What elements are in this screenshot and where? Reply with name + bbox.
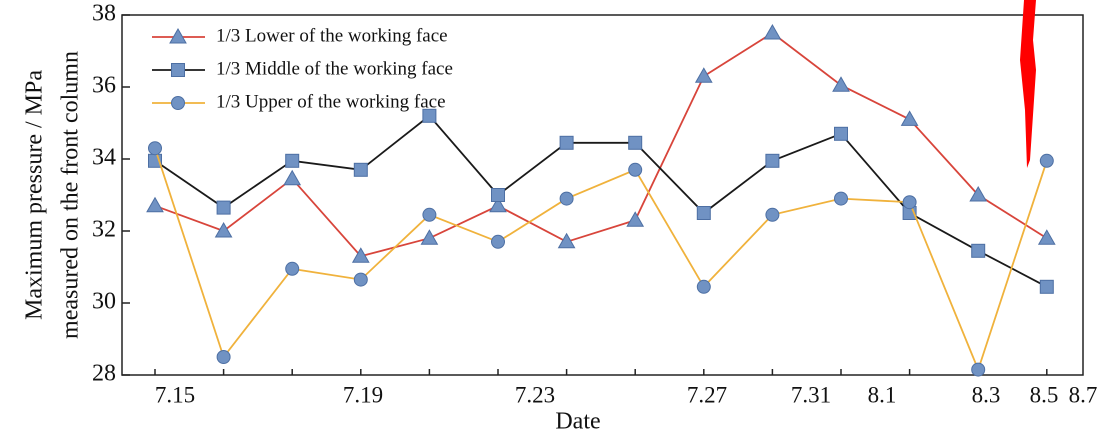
- marker: [491, 188, 505, 202]
- series-line: [154, 147, 1048, 373]
- legend-label: 1/3 Lower of the working face: [216, 25, 448, 46]
- marker: [969, 185, 988, 202]
- marker: [696, 206, 711, 220]
- x-tick-label: 7.15: [155, 382, 195, 407]
- legend-label: 1/3 Upper of the working face: [216, 91, 446, 112]
- marker: [285, 261, 300, 276]
- x-tick-label: 8.5: [1030, 382, 1059, 407]
- marker: [146, 196, 164, 213]
- marker: [559, 135, 574, 150]
- x-tick-label: 7.27: [687, 382, 727, 407]
- marker: [626, 211, 645, 227]
- y-tick-label: 36: [92, 73, 116, 99]
- marker: [765, 207, 780, 222]
- marker: [559, 191, 574, 206]
- legend-marker: [169, 27, 187, 44]
- marker: [489, 196, 507, 213]
- x-tick-label: 7.23: [515, 382, 555, 407]
- marker: [285, 153, 300, 168]
- marker: [1039, 279, 1054, 294]
- marker: [1037, 229, 1056, 245]
- marker: [696, 279, 711, 294]
- marker: [422, 108, 437, 123]
- plot-frame: [121, 14, 1084, 376]
- x-tick-label: 7.31: [791, 382, 831, 407]
- marker: [971, 362, 986, 377]
- marker: [216, 200, 231, 215]
- y-tick-label: 34: [92, 145, 116, 171]
- marker: [765, 153, 780, 168]
- marker: [351, 247, 370, 263]
- marker: [214, 221, 233, 238]
- x-tick-label: 8.7: [1069, 382, 1098, 407]
- marker: [491, 234, 505, 249]
- legend-marker: [171, 63, 185, 77]
- marker: [148, 141, 162, 156]
- y-tick-label: 38: [92, 1, 116, 27]
- marker: [900, 110, 919, 126]
- marker: [834, 126, 848, 141]
- marker: [834, 191, 848, 206]
- marker: [422, 207, 437, 222]
- marker: [971, 243, 986, 258]
- x-tick-label: 8.3: [972, 382, 1001, 407]
- x-tick-label: 8.1: [868, 382, 897, 407]
- y-tick-label: 30: [92, 289, 116, 315]
- marker: [216, 350, 231, 364]
- marker: [353, 272, 368, 287]
- y-axis-label: Maximum pressure / MPa: [22, 70, 48, 320]
- marker: [557, 232, 576, 249]
- marker: [353, 162, 368, 177]
- red-arrow: [1020, 0, 1036, 168]
- series-line: [154, 31, 1048, 258]
- series-line: [154, 114, 1048, 288]
- y-axis-label: measured on the front column: [58, 51, 84, 339]
- marker: [694, 67, 713, 83]
- marker: [283, 169, 302, 186]
- y-tick-label: 28: [92, 361, 116, 387]
- marker: [902, 195, 917, 210]
- marker: [420, 229, 439, 245]
- marker: [1039, 153, 1054, 168]
- marker: [832, 76, 850, 92]
- x-axis-label: Date: [555, 409, 600, 435]
- marker: [763, 23, 782, 40]
- marker: [628, 135, 643, 150]
- legend-marker: [171, 96, 185, 110]
- marker: [628, 162, 643, 177]
- legend-label: 1/3 Middle of the working face: [216, 58, 453, 79]
- y-tick-label: 32: [92, 217, 116, 243]
- x-tick-label: 7.19: [343, 382, 383, 407]
